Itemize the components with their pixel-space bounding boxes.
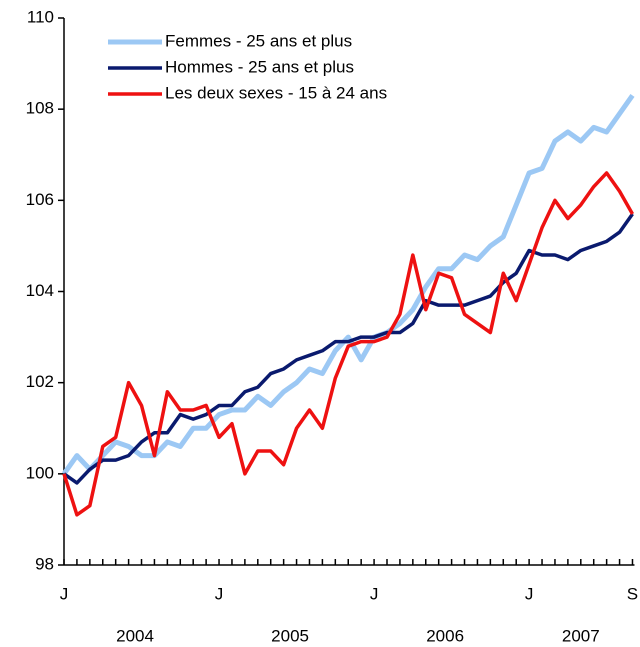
x-group-label: 2006: [426, 626, 464, 645]
series-line: [61, 94, 635, 476]
x-group-label: 2005: [271, 626, 309, 645]
x-group-label: 2004: [116, 626, 154, 645]
y-tick-label: 104: [26, 281, 54, 300]
x-tick-label: J: [370, 584, 379, 603]
y-tick-label: 110: [27, 7, 54, 26]
x-tick-label: J: [215, 584, 224, 603]
series-line: [62, 171, 635, 517]
x-tick-label: S: [627, 584, 638, 603]
y-tick-label: 106: [26, 190, 54, 209]
legend-label: Femmes - 25 ans et plus: [165, 31, 352, 50]
y-tick-label: 102: [26, 372, 54, 391]
x-group-label: 2007: [562, 626, 600, 645]
y-tick-label: 108: [26, 99, 54, 118]
y-tick-label: 100: [26, 463, 54, 482]
y-tick-label: 98: [35, 554, 54, 573]
legend-label: Hommes - 25 ans et plus: [165, 57, 354, 76]
x-tick-label: J: [525, 584, 534, 603]
x-tick-label: J: [60, 584, 69, 603]
legend-label: Les deux sexes - 15 à 24 ans: [165, 83, 387, 102]
